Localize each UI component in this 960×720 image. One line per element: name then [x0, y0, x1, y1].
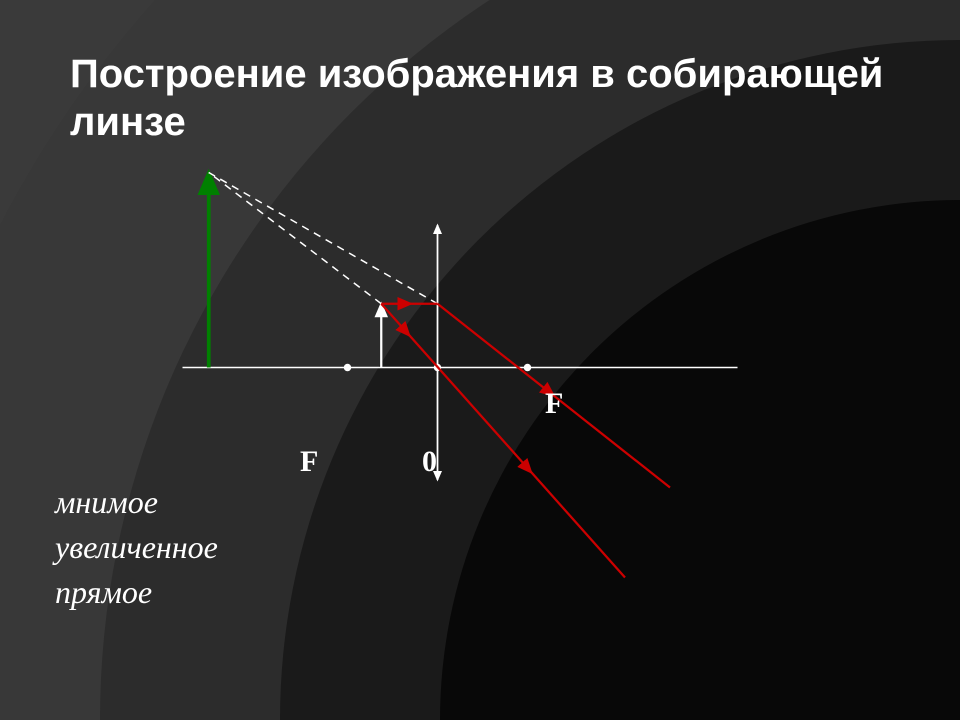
description-line: увеличенное [55, 525, 218, 570]
description-line: мнимое [55, 480, 218, 525]
title-text: Построение изображения в собирающей линз… [70, 52, 883, 144]
label-origin: 0 [422, 445, 437, 479]
slide-title: Построение изображения в собирающей линз… [70, 50, 890, 146]
label-focus-right: F [545, 387, 563, 421]
description-line: прямое [55, 570, 218, 615]
label-focus-left: F [300, 445, 318, 479]
slide-container: Построение изображения в собирающей линз… [0, 0, 960, 720]
image-description: мнимоеувеличенноепрямое [55, 480, 218, 614]
